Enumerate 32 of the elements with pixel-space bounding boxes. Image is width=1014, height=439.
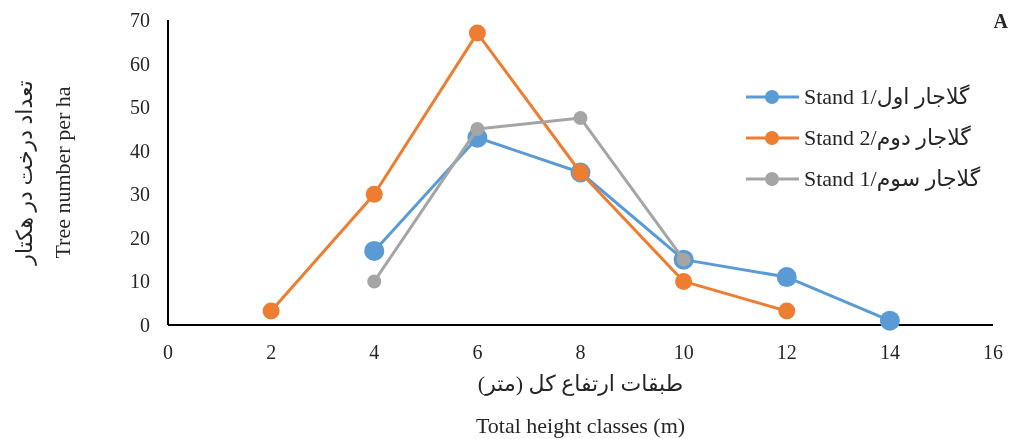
point bbox=[364, 240, 385, 261]
y-tick-label: 10 bbox=[130, 270, 150, 293]
x-tick-label: 12 bbox=[776, 341, 797, 363]
x-tick-label: 0 bbox=[163, 341, 173, 363]
y-tick-label: 0 bbox=[140, 314, 150, 336]
x-tick-label: 16 bbox=[983, 341, 1003, 363]
y-tick-label: 50 bbox=[130, 96, 150, 119]
point bbox=[778, 302, 796, 320]
point bbox=[470, 121, 485, 136]
x-tick-label: 8 bbox=[575, 341, 586, 363]
x-tick-label: 6 bbox=[472, 341, 483, 363]
point bbox=[367, 274, 382, 289]
y-tick-label: 40 bbox=[130, 139, 150, 162]
x-tick-label: 4 bbox=[369, 341, 380, 363]
y-tick-label: 70 bbox=[130, 9, 150, 31]
point bbox=[468, 24, 486, 42]
point bbox=[573, 111, 588, 126]
legend-label: Stand 1/گلاجار اول bbox=[804, 84, 971, 109]
x-tick-label: 14 bbox=[879, 341, 900, 363]
x-tick-label: 2 bbox=[266, 341, 277, 363]
y-tick-label: 30 bbox=[130, 183, 150, 206]
point bbox=[365, 185, 383, 203]
point bbox=[776, 267, 797, 288]
legend-label: Stand 2/گلاجار دوم bbox=[804, 125, 972, 150]
chart-title: A bbox=[993, 10, 1009, 32]
x-tick-label: 10 bbox=[673, 341, 694, 363]
point bbox=[879, 310, 900, 331]
y-tick-label: 20 bbox=[130, 226, 150, 249]
point bbox=[675, 272, 693, 290]
point bbox=[262, 302, 280, 320]
y-tick-label: 60 bbox=[130, 52, 150, 75]
legend-label: Stand 1/گلاجار سوم bbox=[804, 166, 981, 191]
